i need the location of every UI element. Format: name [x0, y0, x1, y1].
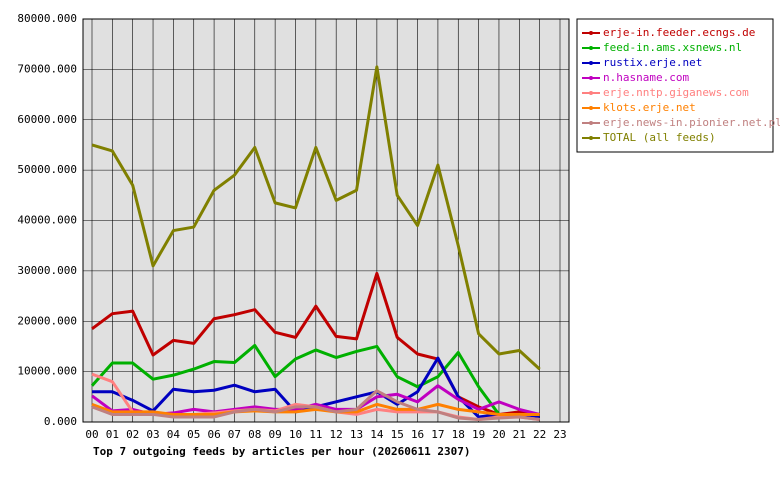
y-tick-label: 30000.000: [17, 264, 77, 277]
x-tick-label: 05: [187, 428, 200, 441]
x-tick-label: 03: [146, 428, 159, 441]
x-tick-label: 14: [370, 428, 384, 441]
legend-label: erje-in.feeder.ecngs.de: [603, 26, 755, 39]
legend-label: feed-in.ams.xsnews.nl: [603, 41, 742, 54]
x-tick-label: 08: [248, 428, 261, 441]
legend-label: TOTAL (all feeds): [603, 131, 716, 144]
series-line: [91, 402, 540, 416]
y-tick-label: 80000.000: [17, 12, 77, 25]
x-tick-label: 02: [126, 428, 139, 441]
series-line: [91, 65, 541, 371]
x-tick-label: 20: [492, 428, 505, 441]
x-tick-label: 04: [167, 428, 181, 441]
x-tick-label: 09: [269, 428, 282, 441]
x-tick-label: 21: [513, 428, 526, 441]
y-tick-label: 40000.000: [17, 214, 77, 227]
x-tick-label: 11: [309, 428, 322, 441]
y-tick-label: 0.000: [44, 415, 77, 428]
x-tick-label: 17: [431, 428, 444, 441]
legend-marker: [589, 61, 593, 65]
series-line: [90, 343, 540, 419]
x-tick-label: 13: [350, 428, 363, 441]
x-tick-label: 06: [207, 428, 220, 441]
legend-marker: [589, 136, 593, 140]
chart-title: Top 7 outgoing feeds by articles per hou…: [93, 445, 471, 458]
x-tick-label: 10: [289, 428, 302, 441]
legend-label: n.hasname.com: [603, 71, 689, 84]
legend-label: klots.erje.net: [603, 101, 696, 114]
y-tick-label: 70000.000: [17, 62, 77, 75]
x-tick-label: 23: [553, 428, 566, 441]
legend-marker: [589, 76, 593, 80]
x-tick-label: 19: [472, 428, 485, 441]
x-tick-label: 07: [228, 428, 241, 441]
y-tick-label: 10000.000: [17, 365, 77, 378]
legend-marker: [589, 121, 593, 125]
legend-marker: [589, 106, 593, 110]
x-tick-label: 15: [391, 428, 404, 441]
legend-label: erje.nntp.giganews.com: [603, 86, 749, 99]
legend-label: rustix.erje.net: [603, 56, 702, 69]
series-line: [91, 271, 540, 416]
legend-marker: [589, 46, 593, 50]
legend-marker: [589, 91, 593, 95]
x-tick-label: 22: [533, 428, 546, 441]
y-tick-label: 60000.000: [17, 113, 77, 126]
y-tick-label: 50000.000: [17, 163, 77, 176]
series-line: [91, 389, 540, 421]
y-tick-label: 20000.000: [17, 314, 77, 327]
legend-label: erje.news-in.pionier.net.pl: [603, 116, 780, 129]
x-tick-label: 12: [330, 428, 343, 441]
x-tick-label: 01: [106, 428, 119, 441]
x-tick-label: 16: [411, 428, 424, 441]
x-tick-label: 18: [452, 428, 465, 441]
legend: [576, 18, 774, 153]
x-tick-label: 00: [85, 428, 98, 441]
legend-marker: [589, 31, 593, 35]
